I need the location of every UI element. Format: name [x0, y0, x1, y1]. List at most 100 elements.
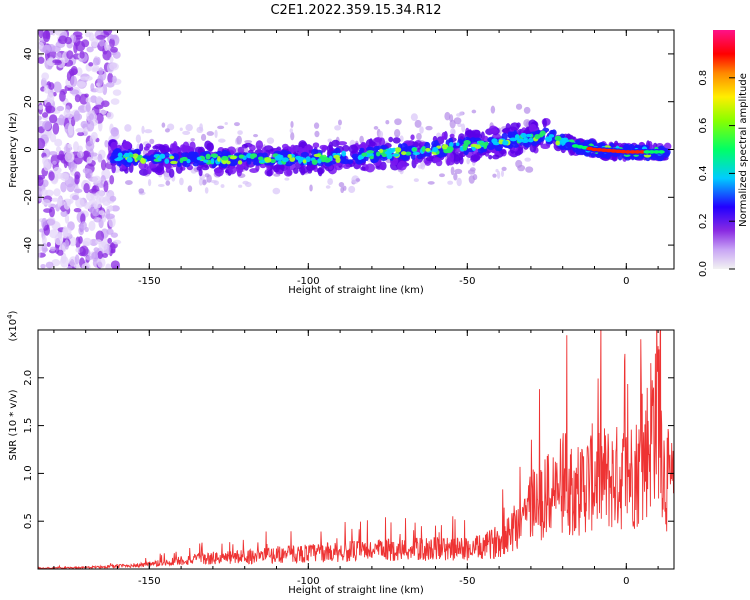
heatmap-cell: [95, 86, 104, 94]
heatmap-cell: [313, 153, 321, 158]
heatmap-cell: [92, 57, 100, 66]
heatmap-cell: [255, 140, 264, 150]
spectrogram-y-axis-label: Frequency (Hz): [8, 112, 19, 188]
x-tick-label: 0: [623, 276, 629, 287]
x-tick-label: -150: [138, 276, 161, 287]
heatmap-cell: [313, 122, 320, 129]
heatmap-cell: [60, 210, 68, 217]
x-tick-label: -100: [297, 576, 320, 587]
heatmap-cell: [52, 160, 57, 165]
heatmap-cell: [282, 157, 289, 163]
heatmap-cell: [427, 181, 435, 185]
colorbar-gradient: [713, 30, 735, 269]
heatmap-cell: [180, 152, 189, 157]
heatmap-cell: [266, 164, 271, 171]
heatmap-cell: [92, 64, 100, 72]
heatmap-cell: [196, 156, 202, 161]
heatmap-cell: [38, 30, 44, 39]
heatmap-cell: [450, 128, 456, 136]
heatmap-cell: [64, 239, 70, 250]
heatmap-cell: [110, 98, 120, 105]
heatmap-cell: [41, 235, 47, 245]
heatmap-cell: [425, 147, 431, 152]
heatmap-cell: [529, 123, 537, 133]
y-tick-label: 1.0: [23, 465, 34, 481]
heatmap-cell: [96, 257, 106, 269]
heatmap-cell: [348, 144, 359, 154]
colorbar-tick-label: 0.4: [698, 165, 709, 181]
heatmap-cell: [138, 188, 145, 194]
heatmap-cell: [432, 146, 439, 153]
heatmap-cell: [38, 41, 45, 50]
heatmap-cell: [515, 134, 520, 141]
snr-frame: [37, 329, 675, 570]
heatmap-cell: [490, 105, 496, 114]
heatmap-cell: [53, 166, 62, 174]
x-tick-label: -50: [459, 576, 475, 587]
heatmap-cell: [104, 41, 109, 52]
heatmap-cell: [539, 132, 544, 138]
heatmap-cell: [249, 144, 256, 152]
heatmap-cell: [534, 134, 541, 140]
heatmap-cell: [411, 147, 418, 152]
heatmap-cell: [405, 151, 412, 156]
y-tick-label: 2.0: [23, 370, 34, 386]
heatmap-cell: [206, 142, 215, 152]
heatmap-cell: [101, 100, 110, 108]
heatmap-cell: [220, 184, 225, 188]
heatmap-cell: [38, 120, 44, 125]
heatmap-cell: [226, 160, 231, 165]
heatmap-cell: [98, 210, 105, 216]
heatmap-cell: [141, 125, 145, 134]
y-tick-label: -20: [23, 189, 34, 205]
heatmap-cell: [365, 163, 375, 173]
heatmap-cell: [77, 131, 85, 137]
heatmap-cell: [75, 197, 85, 209]
heatmap-cell: [138, 168, 149, 176]
heatmap-cell: [474, 144, 482, 149]
chart-title: C2E1.2022.359.15.34.R12: [270, 3, 441, 18]
heatmap-cell: [523, 106, 531, 114]
heatmap-cell: [228, 165, 237, 175]
colorbar: 0.0 0.2 0.4 0.6 0.8 Normalized spectral ampl…: [698, 30, 749, 277]
heatmap-cell: [83, 183, 90, 194]
heatmap-cell: [392, 137, 401, 144]
heatmap-cell: [205, 153, 211, 160]
heatmap-cell: [283, 168, 293, 177]
heatmap-cell: [95, 230, 105, 242]
heatmap-cell: [43, 224, 50, 236]
heatmap-cell: [92, 155, 98, 161]
heatmap-cell: [394, 147, 402, 153]
snr-x-axis-label: Height of straight line (km): [288, 585, 424, 596]
heatmap-cell: [302, 159, 307, 164]
heatmap-cell: [275, 156, 281, 161]
heatmap-cell: [82, 168, 90, 174]
heatmap-cell: [366, 150, 375, 154]
heatmap-cell: [284, 177, 290, 181]
heatmap-cell: [55, 146, 61, 153]
heatmap-cell: [314, 130, 320, 138]
heatmap-cell: [512, 143, 519, 148]
heatmap-cell: [80, 213, 86, 224]
heatmap-cell: [85, 255, 93, 261]
heatmap-cell: [373, 145, 380, 151]
heatmap-cell: [469, 167, 476, 172]
heatmap-cell: [175, 164, 183, 174]
heatmap-cell: [102, 84, 108, 96]
heatmap-cell: [38, 56, 45, 64]
heatmap-cell: [444, 111, 451, 121]
y-tick-label: 0.5: [23, 513, 34, 529]
heatmap-cell: [109, 175, 115, 185]
heatmap-cell: [420, 162, 426, 170]
heatmap-cell: [90, 95, 98, 103]
heatmap-cell: [325, 185, 331, 189]
heatmap-cell: [369, 155, 374, 160]
heatmap-cell: [40, 263, 46, 269]
heatmap-cell: [179, 127, 183, 132]
heatmap-cell: [462, 145, 468, 151]
heatmap-cell: [244, 140, 253, 144]
heatmap-cell: [617, 153, 623, 161]
heatmap-cell: [38, 174, 46, 180]
heatmap-cell: [304, 144, 314, 151]
heatmap-cell: [387, 147, 394, 153]
